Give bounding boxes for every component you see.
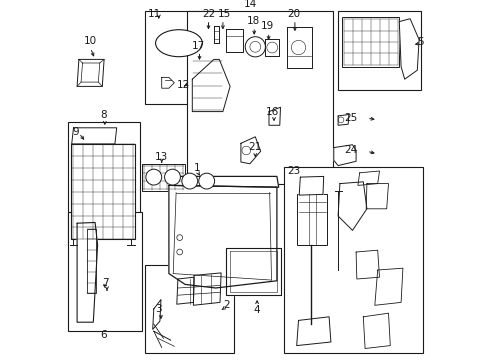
Text: 20: 20: [287, 9, 300, 19]
Polygon shape: [192, 59, 230, 112]
Polygon shape: [265, 39, 278, 56]
Bar: [87, 229, 96, 293]
Circle shape: [177, 235, 182, 240]
Polygon shape: [241, 137, 260, 164]
Polygon shape: [168, 185, 276, 288]
Bar: [71, 144, 134, 239]
Text: 2: 2: [223, 300, 229, 310]
Text: 11: 11: [148, 9, 161, 19]
Text: 16: 16: [265, 107, 279, 117]
Polygon shape: [363, 313, 389, 348]
Polygon shape: [168, 176, 278, 187]
Polygon shape: [177, 277, 194, 304]
Bar: [341, 17, 399, 67]
Text: 18: 18: [246, 16, 260, 26]
Polygon shape: [213, 26, 219, 43]
Polygon shape: [333, 145, 355, 166]
Bar: [68, 212, 142, 331]
Polygon shape: [225, 29, 242, 52]
Text: 1: 1: [193, 163, 200, 174]
Polygon shape: [374, 268, 402, 305]
Ellipse shape: [155, 30, 202, 57]
Polygon shape: [162, 77, 174, 88]
Bar: [145, 11, 215, 104]
Text: 17: 17: [191, 41, 204, 51]
Polygon shape: [77, 59, 104, 86]
Text: 9: 9: [72, 127, 79, 138]
Text: 13: 13: [154, 152, 167, 162]
Text: 3: 3: [155, 304, 162, 314]
Polygon shape: [337, 182, 366, 230]
Text: 15: 15: [218, 9, 231, 19]
Bar: [68, 122, 140, 245]
Text: 6: 6: [100, 330, 106, 340]
Bar: [337, 11, 420, 90]
Text: 19: 19: [260, 21, 273, 31]
Polygon shape: [77, 222, 98, 322]
Text: 23: 23: [287, 166, 300, 176]
Text: 24: 24: [344, 145, 357, 156]
Polygon shape: [296, 317, 330, 346]
Polygon shape: [286, 27, 311, 68]
Text: 25: 25: [344, 113, 357, 123]
Text: 12: 12: [176, 80, 189, 90]
Circle shape: [177, 249, 182, 255]
Bar: [145, 265, 233, 353]
Text: 21: 21: [247, 142, 261, 152]
Circle shape: [199, 173, 214, 189]
Circle shape: [145, 169, 162, 185]
Text: 8: 8: [100, 110, 106, 120]
Polygon shape: [72, 128, 117, 144]
Polygon shape: [226, 248, 280, 295]
Text: 4: 4: [253, 305, 260, 315]
Bar: [142, 164, 185, 191]
Circle shape: [182, 173, 197, 189]
Bar: [186, 11, 332, 184]
Polygon shape: [357, 171, 379, 185]
Text: 10: 10: [83, 36, 97, 46]
Bar: [284, 167, 422, 353]
Bar: [296, 194, 326, 245]
Polygon shape: [193, 273, 221, 305]
Text: 7: 7: [102, 278, 109, 288]
Polygon shape: [268, 107, 280, 125]
Circle shape: [164, 169, 180, 185]
Polygon shape: [366, 184, 387, 209]
Polygon shape: [399, 19, 418, 79]
Polygon shape: [337, 114, 348, 125]
Circle shape: [244, 37, 265, 57]
Polygon shape: [152, 300, 161, 329]
Text: 5: 5: [416, 37, 423, 48]
Text: 22: 22: [202, 9, 215, 19]
Polygon shape: [299, 176, 323, 195]
Polygon shape: [355, 250, 379, 279]
Text: 14: 14: [243, 0, 256, 9]
